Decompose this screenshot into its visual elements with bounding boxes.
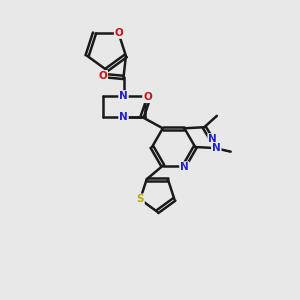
Text: N: N — [119, 112, 128, 122]
Text: N: N — [119, 91, 128, 101]
Text: N: N — [208, 134, 217, 144]
Text: O: O — [143, 92, 152, 102]
Text: N: N — [180, 162, 189, 172]
Text: O: O — [115, 28, 124, 38]
Text: S: S — [136, 194, 144, 204]
Text: N: N — [212, 143, 220, 153]
Text: O: O — [98, 71, 107, 81]
